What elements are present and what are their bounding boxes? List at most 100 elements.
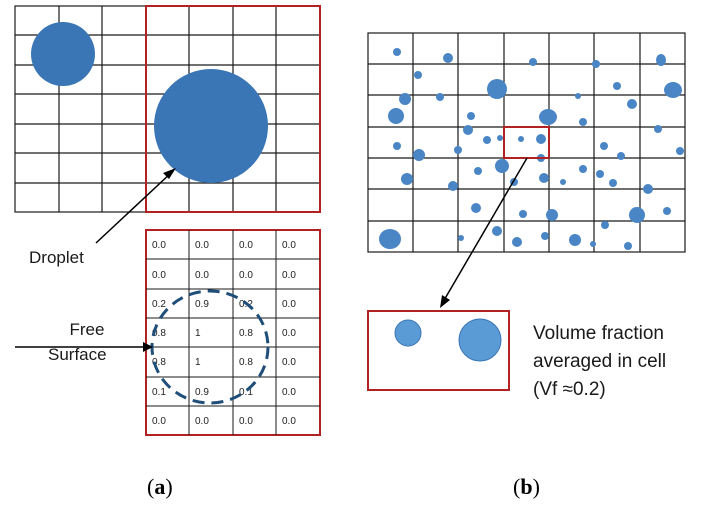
vf-label-line1: Volume fraction <box>533 323 664 344</box>
caption-b: (b) <box>513 474 540 500</box>
vf-cell-value: 0.0 <box>282 299 296 310</box>
free-surface-label-line2: Surface <box>48 345 107 364</box>
small-droplet-dot <box>579 165 587 173</box>
vf-cell-value: 0.8 <box>152 328 166 339</box>
small-droplet <box>31 22 95 86</box>
small-droplet-dot <box>401 173 413 185</box>
vf-cell-value: 1 <box>195 328 201 339</box>
small-droplet-dot <box>560 179 566 185</box>
caption-b-close: ) <box>532 474 540 499</box>
zoomed-cell <box>367 310 510 391</box>
vf-cell-value: 0.0 <box>282 328 296 339</box>
vf-cell-value: 0.0 <box>152 240 166 251</box>
caption-b-letter: b <box>520 474 533 499</box>
small-droplet-dot <box>471 203 481 213</box>
small-droplet-dot <box>663 207 671 215</box>
small-droplet-dot <box>575 93 581 99</box>
vf-cell-value: 0.0 <box>195 270 209 281</box>
free-surface-label-line1: Free <box>69 320 105 339</box>
vf-cell-value: 0.8 <box>239 328 253 339</box>
small-droplet-dot <box>487 79 507 99</box>
small-droplet-dot <box>414 71 422 79</box>
small-droplet-dot <box>601 221 609 229</box>
vf-table-grid <box>146 230 320 435</box>
free-surface-arrowhead <box>143 342 153 352</box>
zoom-arrow <box>442 157 528 303</box>
caption-a: (a) <box>147 474 173 500</box>
small-droplet-dot <box>539 109 557 125</box>
large-droplet <box>154 69 268 183</box>
vf-cell-value: 0.8 <box>239 357 253 368</box>
small-droplet-dot <box>483 136 491 144</box>
small-droplet-dot <box>579 118 587 126</box>
small-droplet-dot <box>454 146 462 154</box>
vf-cell-value: 0.9 <box>195 299 209 310</box>
vf-cell-value: 0.0 <box>239 270 253 281</box>
vf-label-line3: (Vf ≈0.2) <box>533 379 606 400</box>
vf-cell-value: 0.0 <box>282 357 296 368</box>
small-droplet-dot <box>654 125 662 133</box>
vf-cell-value: 0.0 <box>239 416 253 427</box>
small-droplet-dot <box>512 237 522 247</box>
droplet-arrowhead <box>163 168 176 179</box>
small-droplet-dot <box>463 125 473 135</box>
zoomed-droplet-large <box>458 318 502 362</box>
highlight-region-a <box>145 5 321 213</box>
small-droplet-dot <box>497 135 503 141</box>
vf-cell-value: 0.1 <box>239 387 253 398</box>
small-droplet-dot <box>467 112 475 120</box>
small-droplet-dot <box>600 142 608 150</box>
small-droplet-dot <box>492 226 502 236</box>
small-droplet-dot <box>609 179 617 187</box>
vf-cell-value: 0.0 <box>195 416 209 427</box>
small-droplet-dot <box>643 184 653 194</box>
small-droplet-dot <box>624 242 632 250</box>
small-droplet-dot <box>656 54 666 66</box>
small-droplet-dot <box>613 82 621 90</box>
small-droplet-dot <box>399 93 411 105</box>
caption-a-close: ) <box>165 474 173 499</box>
small-droplet-dot <box>436 93 444 101</box>
small-droplet-dot <box>474 167 482 175</box>
small-droplet-dot <box>458 235 464 241</box>
small-droplet-dot <box>413 149 425 161</box>
caption-b-open: ( <box>513 474 521 499</box>
small-droplet-dot <box>519 210 527 218</box>
small-droplet-dot <box>518 136 524 142</box>
zoomed-droplet-small <box>394 319 422 347</box>
dispersed-droplets <box>379 48 684 250</box>
small-droplet-dot <box>617 152 625 160</box>
vf-cell-value: 1 <box>195 357 201 368</box>
small-droplet-dot <box>546 209 558 221</box>
small-droplet-dot <box>379 229 401 249</box>
small-droplet-dot <box>393 142 401 150</box>
small-droplet-dot <box>629 207 645 223</box>
small-droplet-dot <box>388 108 404 124</box>
small-droplet-dot <box>529 58 537 66</box>
droplet-label: Droplet <box>29 248 84 267</box>
vf-cell-value: 0.0 <box>152 416 166 427</box>
small-droplet-dot <box>592 60 600 68</box>
small-droplet-dot <box>443 53 453 63</box>
vf-cell-value: 0.9 <box>195 387 209 398</box>
vf-cell-value: 0.2 <box>152 299 166 310</box>
small-droplet-dot <box>393 48 401 56</box>
vf-label-line2: averaged in cell <box>533 351 667 372</box>
small-droplet-dot <box>590 241 596 247</box>
vf-cell-value: 0.0 <box>152 270 166 281</box>
small-droplet-dot <box>541 232 549 240</box>
small-droplet-dot <box>536 134 546 144</box>
caption-a-letter: a <box>154 474 166 499</box>
vf-cell-value: 0.8 <box>152 357 166 368</box>
vf-cell-value: 0.0 <box>195 240 209 251</box>
zoom-arrowhead <box>440 295 450 308</box>
small-droplet-dot <box>569 234 581 246</box>
vf-cell-value: 0.0 <box>239 240 253 251</box>
droplet-arrow <box>95 171 173 244</box>
small-droplet-dot <box>448 181 458 191</box>
small-droplet-dot <box>664 82 682 98</box>
small-droplet-dot <box>596 170 604 178</box>
small-droplet-dot <box>539 173 549 183</box>
caption-a-open: ( <box>147 474 155 499</box>
